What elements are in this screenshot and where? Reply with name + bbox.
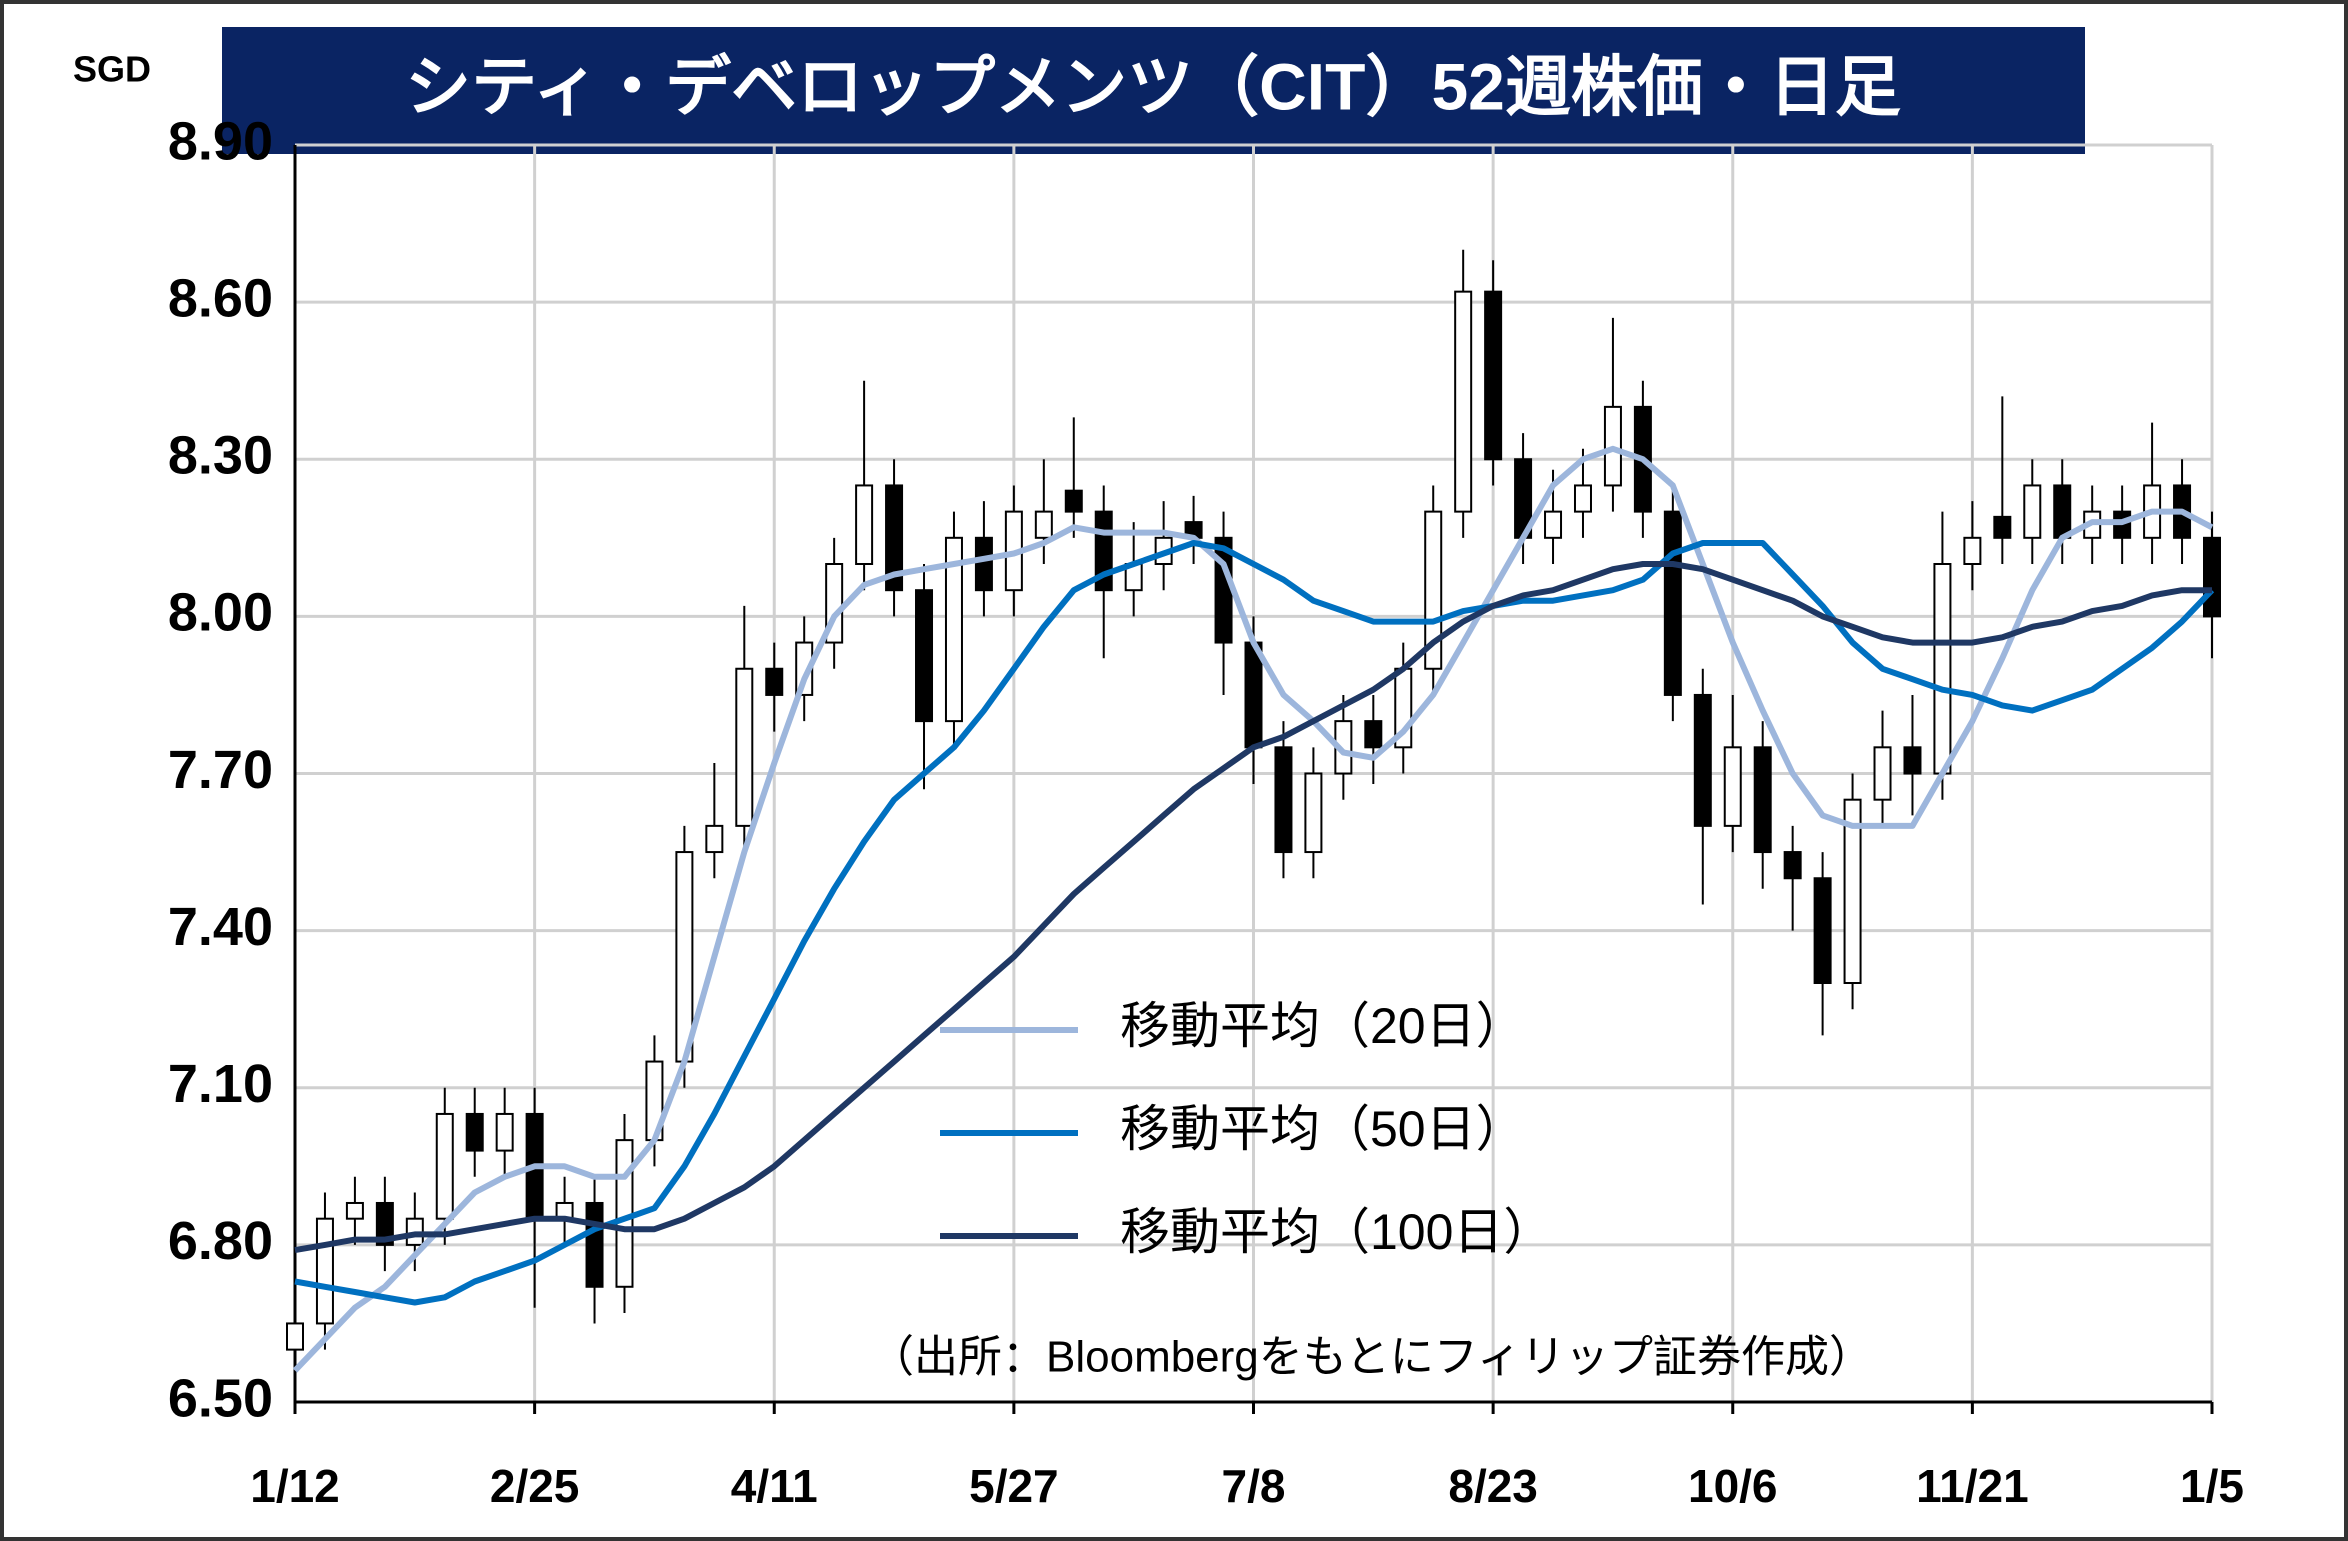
- candle-body: [585, 1201, 604, 1288]
- title-banner: [222, 27, 2085, 154]
- candle-body: [1484, 290, 1503, 461]
- moving-average-line: [292, 445, 2214, 1373]
- chart-title: シティ・デベロップメンツ（CIT）52週株価・日足: [405, 49, 1901, 123]
- candle-body: [615, 1139, 634, 1288]
- candle-body: [465, 1112, 484, 1152]
- x-tick-label: 11/21: [1916, 1460, 2029, 1512]
- candle-body: [1573, 484, 1592, 513]
- candle-body: [1274, 746, 1293, 854]
- y-tick-label: 6.50: [168, 1368, 273, 1428]
- x-tick-label: 4/11: [731, 1460, 818, 1512]
- candle-body: [705, 824, 724, 854]
- candle-body: [944, 536, 963, 723]
- candle-body: [855, 484, 874, 565]
- y-tick-label: 8.00: [168, 583, 273, 643]
- candle-body: [1873, 746, 1892, 801]
- candle-body: [1663, 510, 1682, 696]
- candle-body: [1454, 290, 1473, 513]
- candle-body: [1783, 851, 1802, 880]
- y-tick-label: 6.80: [168, 1211, 273, 1271]
- candle-body: [1813, 877, 1832, 984]
- candle-body: [375, 1201, 394, 1246]
- y-tick-label: 8.60: [168, 268, 273, 328]
- candle-body: [885, 484, 904, 592]
- candle-body: [1304, 772, 1323, 854]
- candle-body: [1693, 693, 1712, 827]
- y-tick-label: 7.10: [168, 1054, 273, 1114]
- candle-body: [675, 851, 694, 1063]
- candle-body: [315, 1217, 334, 1325]
- x-tick-label: 1/5: [2180, 1460, 2244, 1512]
- source-note: （出所：Bloombergをもとにフィリップ証券作成）: [870, 1333, 1873, 1382]
- candle-body: [765, 667, 784, 696]
- y-tick-label: 7.70: [168, 740, 273, 800]
- legend-label: 移動平均（20日）: [1120, 998, 1526, 1054]
- candle-body: [345, 1201, 364, 1220]
- candle-body: [1903, 746, 1922, 775]
- y-tick-label: 8.90: [168, 111, 273, 171]
- x-tick-label: 5/27: [969, 1460, 1059, 1512]
- candle-body: [1843, 798, 1862, 984]
- candle-body: [286, 1322, 304, 1351]
- candle-body: [1753, 746, 1772, 854]
- legend-label: 移動平均（100日）: [1120, 1204, 1553, 1260]
- y-axis-unit: SGD: [73, 49, 151, 90]
- moving-average-line: [294, 561, 2212, 1254]
- candle-body: [2053, 484, 2072, 539]
- candle-body: [1993, 515, 2012, 539]
- candle-body: [735, 667, 754, 827]
- candle-body: [1963, 536, 1982, 565]
- candle-body: [495, 1112, 514, 1152]
- candle-body: [1723, 746, 1742, 827]
- x-tick-label: 1/12: [250, 1460, 340, 1512]
- candle-body: [2023, 484, 2042, 539]
- candle-body: [1424, 510, 1443, 670]
- x-tick-label: 8/23: [1448, 1460, 1538, 1512]
- candle-body: [1364, 720, 1383, 749]
- candle-body: [1544, 510, 1563, 539]
- y-tick-label: 8.30: [168, 426, 273, 486]
- x-tick-label: 10/6: [1688, 1460, 1778, 1512]
- candle-body: [1933, 563, 1952, 775]
- x-tick-label: 2/25: [490, 1460, 580, 1512]
- candle-body: [1034, 510, 1053, 539]
- candle-body: [2203, 536, 2221, 618]
- candle-body: [974, 536, 993, 592]
- candle-body: [435, 1112, 454, 1220]
- x-tick-label: 7/8: [1222, 1460, 1286, 1512]
- y-tick-label: 7.40: [168, 897, 273, 957]
- candle-body: [915, 589, 934, 723]
- candle-body: [1064, 489, 1083, 513]
- legend-label: 移動平均（50日）: [1120, 1101, 1526, 1157]
- moving-average-line: [294, 540, 2215, 1306]
